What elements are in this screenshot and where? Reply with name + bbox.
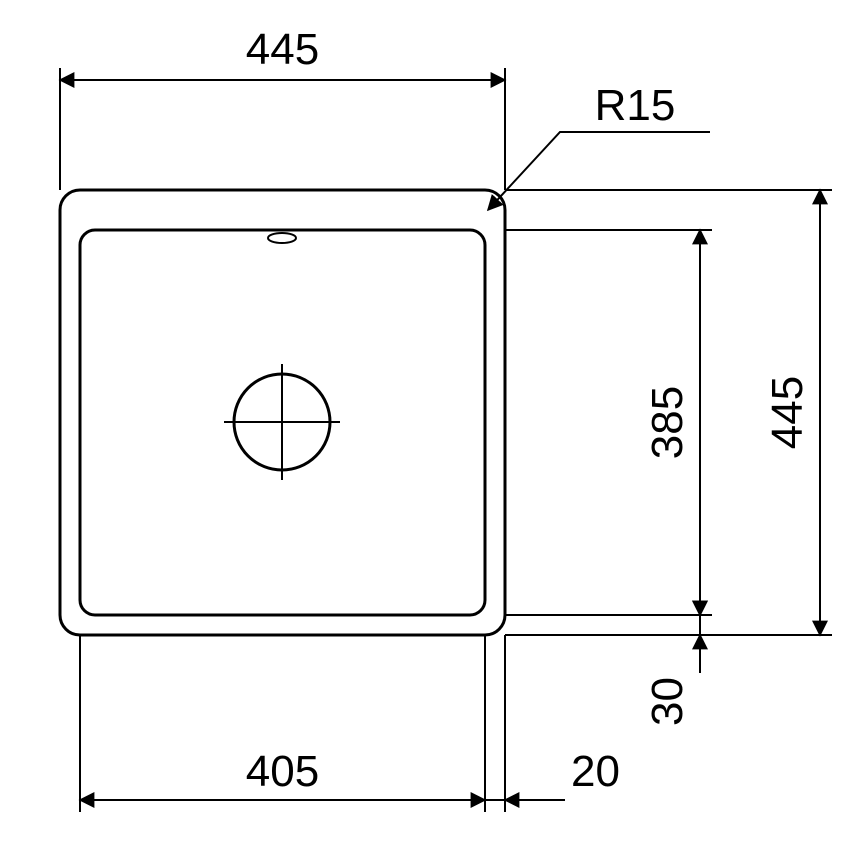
technical-drawing: 445 R15 385 445 30 405 20 bbox=[0, 0, 860, 860]
dim-outer-height: 445 bbox=[763, 376, 812, 449]
dim-radius: R15 bbox=[595, 81, 676, 130]
dim-gap-width: 20 bbox=[571, 747, 620, 796]
overflow-slot bbox=[268, 233, 296, 243]
dim-inner-width: 405 bbox=[246, 747, 319, 796]
dim-inner-height: 385 bbox=[643, 386, 692, 459]
dim-gap-height: 30 bbox=[643, 677, 692, 726]
dim-top-width: 445 bbox=[246, 25, 319, 74]
